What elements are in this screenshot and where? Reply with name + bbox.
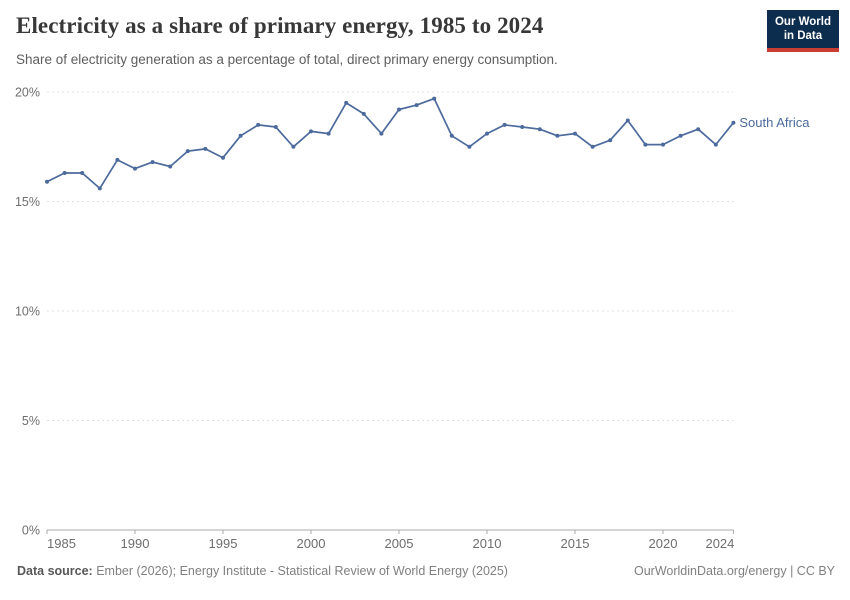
- page-title: Electricity as a share of primary energy…: [16, 13, 544, 38]
- data-point-marker: [203, 146, 208, 151]
- chart-footer: Data source: Ember (2026); Energy Instit…: [17, 564, 835, 578]
- x-axis-tick-label: 1995: [209, 536, 238, 551]
- data-point-marker: [520, 125, 525, 129]
- y-axis-tick-label: 5%: [22, 414, 40, 428]
- data-point-marker: [326, 131, 331, 136]
- data-point-marker: [573, 131, 577, 136]
- data-point-marker: [45, 179, 49, 184]
- citation-link[interactable]: OurWorldinData.org/energy | CC BY: [633, 564, 835, 578]
- data-point-marker: [502, 122, 507, 127]
- data-point-marker: [291, 144, 296, 149]
- data-point-marker: [97, 186, 102, 191]
- data-point-marker: [731, 120, 736, 125]
- owid-logo-line2: in Data: [783, 30, 823, 43]
- data-point-marker: [696, 127, 701, 132]
- data-point-marker: [168, 164, 173, 169]
- x-axis-tick-label: 2010: [473, 536, 502, 551]
- series-line: [46, 97, 735, 190]
- data-source-note: Data source: Ember (2026); Energy Instit…: [17, 564, 508, 578]
- data-source-text: Ember (2026); Energy Institute - Statist…: [96, 564, 508, 578]
- data-point-marker: [625, 118, 630, 123]
- y-axis-tick-label: 15%: [15, 195, 40, 209]
- x-axis-tick-label: 2000: [297, 536, 326, 551]
- data-point-marker: [150, 160, 155, 165]
- y-axis-tick-label: 20%: [15, 86, 40, 100]
- data-point-marker: [379, 131, 384, 136]
- data-point-marker: [414, 103, 419, 108]
- data-point-marker: [432, 96, 437, 101]
- series-south-africa[interactable]: [45, 96, 736, 191]
- data-point-marker: [185, 149, 190, 154]
- data-point-marker: [555, 133, 560, 138]
- data-point-marker: [590, 144, 595, 149]
- y-axis-tick-label: 0%: [22, 524, 40, 538]
- entity-label: South Africa: [739, 115, 810, 130]
- y-axis-tick-label: 10%: [15, 305, 40, 319]
- data-point-marker: [397, 107, 401, 112]
- data-point-marker: [361, 111, 366, 116]
- x-axis-tick-label: 2020: [649, 536, 678, 551]
- data-point-marker: [643, 142, 648, 147]
- x-axis-tick-label: 1990: [121, 536, 150, 551]
- data-point-marker: [608, 138, 613, 143]
- data-point-marker: [713, 142, 718, 147]
- data-point-marker: [485, 131, 489, 136]
- x-axis-tick-label: 2024: [705, 536, 734, 551]
- x-axis-tick-label: 1985: [47, 536, 76, 551]
- x-axis-tick-label: 2015: [561, 536, 590, 551]
- data-point-marker: [449, 133, 454, 138]
- data-point-marker: [344, 100, 349, 105]
- data-point-marker: [115, 157, 120, 162]
- data-point-marker: [661, 142, 665, 147]
- data-point-marker: [256, 122, 261, 127]
- data-source-label: Data source:: [17, 564, 93, 578]
- chart-subtitle: Share of electricity generation as a per…: [16, 52, 558, 67]
- data-point-marker: [309, 129, 313, 134]
- data-point-marker: [537, 127, 542, 132]
- data-point-marker: [273, 125, 278, 129]
- data-point-marker: [80, 171, 85, 175]
- data-point-marker: [678, 133, 683, 138]
- data-point-marker: [62, 171, 67, 175]
- x-axis-tick-label: 2005: [385, 536, 414, 551]
- data-point-marker: [133, 166, 137, 171]
- data-point-marker: [238, 133, 243, 138]
- owid-logo[interactable]: Our World in Data: [766, 10, 839, 52]
- owid-logo-line1: Our World: [774, 16, 831, 28]
- data-point-marker: [467, 144, 472, 149]
- data-point-marker: [221, 155, 225, 160]
